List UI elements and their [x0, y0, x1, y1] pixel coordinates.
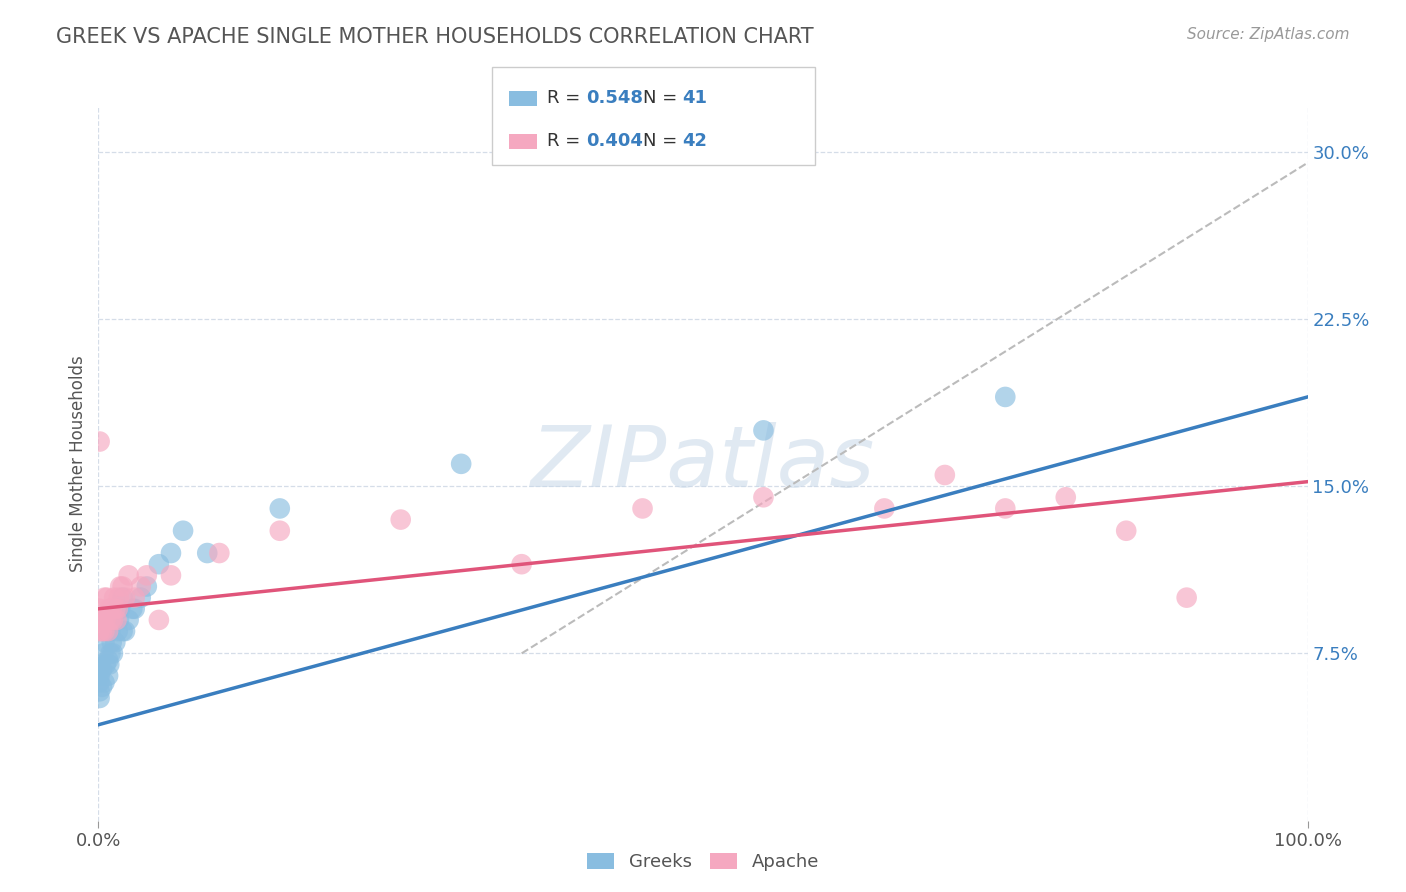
Point	[111, 580, 134, 594]
Point	[91, 680, 114, 694]
Point	[89, 690, 111, 705]
Point	[107, 624, 129, 639]
Point	[100, 646, 122, 660]
Text: Source: ZipAtlas.com: Source: ZipAtlas.com	[1187, 27, 1350, 42]
Point	[93, 635, 115, 649]
Point	[208, 546, 231, 560]
Point	[96, 613, 118, 627]
Text: R =: R =	[547, 132, 586, 150]
Point	[101, 613, 124, 627]
Point	[108, 591, 131, 605]
Point	[91, 613, 114, 627]
Point	[91, 624, 114, 639]
Point	[114, 591, 136, 605]
Point	[97, 653, 120, 667]
Point	[100, 602, 122, 616]
Point	[89, 669, 111, 683]
Point	[98, 602, 121, 616]
Point	[91, 646, 114, 660]
Point	[269, 524, 291, 538]
Point	[93, 675, 115, 690]
Point	[135, 580, 157, 594]
Point	[124, 591, 146, 605]
Point	[994, 501, 1017, 516]
Point	[934, 468, 956, 483]
Point	[873, 501, 896, 516]
Point	[91, 662, 114, 676]
Point	[172, 524, 194, 538]
Text: N =: N =	[643, 132, 682, 150]
Point	[100, 613, 122, 627]
Text: 42: 42	[682, 132, 707, 150]
Text: 0.548: 0.548	[586, 89, 644, 107]
Point	[89, 434, 111, 449]
Point	[450, 457, 472, 471]
Point	[269, 501, 291, 516]
Point	[104, 602, 127, 616]
Point	[129, 591, 152, 605]
Point	[111, 591, 134, 605]
Point	[104, 635, 127, 649]
Point	[124, 602, 146, 616]
Point	[100, 624, 122, 639]
Point	[93, 591, 115, 605]
Point	[96, 591, 118, 605]
Point	[1115, 524, 1137, 538]
Point	[94, 613, 117, 627]
Point	[1175, 591, 1198, 605]
Point	[89, 684, 111, 698]
Point	[103, 591, 125, 605]
Point	[97, 624, 120, 639]
Point	[111, 624, 134, 639]
Point	[101, 646, 124, 660]
Point	[114, 624, 136, 639]
Legend: Greeks, Apache: Greeks, Apache	[581, 846, 825, 879]
Text: N =: N =	[643, 89, 682, 107]
Point	[90, 613, 112, 627]
Point	[97, 669, 120, 683]
Point	[118, 613, 141, 627]
Point	[108, 580, 131, 594]
Point	[752, 424, 775, 438]
Point	[98, 657, 121, 672]
Point	[160, 568, 183, 582]
Point	[93, 624, 115, 639]
Text: ZIPatlas: ZIPatlas	[531, 422, 875, 506]
Point	[121, 602, 143, 616]
Point	[160, 546, 183, 560]
Point	[510, 557, 533, 572]
Text: 41: 41	[682, 89, 707, 107]
Point	[89, 613, 111, 627]
Point	[129, 580, 152, 594]
Point	[118, 568, 141, 582]
Point	[752, 491, 775, 505]
Point	[105, 613, 128, 627]
Point	[89, 675, 111, 690]
Text: GREEK VS APACHE SINGLE MOTHER HOUSEHOLDS CORRELATION CHART: GREEK VS APACHE SINGLE MOTHER HOUSEHOLDS…	[56, 27, 814, 46]
Point	[994, 390, 1017, 404]
Point	[101, 613, 124, 627]
Text: R =: R =	[547, 89, 586, 107]
Point	[135, 568, 157, 582]
Point	[108, 613, 131, 627]
Point	[195, 546, 218, 560]
Text: 0.404: 0.404	[586, 132, 643, 150]
Point	[89, 657, 111, 672]
Point	[108, 602, 131, 616]
Point	[107, 602, 129, 616]
Point	[631, 501, 654, 516]
Point	[105, 602, 128, 616]
Point	[94, 657, 117, 672]
Point	[1054, 491, 1077, 505]
Y-axis label: Single Mother Households: Single Mother Households	[69, 356, 87, 572]
Point	[148, 613, 170, 627]
Point	[89, 602, 111, 616]
Point	[148, 557, 170, 572]
Point	[100, 635, 122, 649]
Point	[89, 624, 111, 639]
Point	[389, 512, 412, 526]
